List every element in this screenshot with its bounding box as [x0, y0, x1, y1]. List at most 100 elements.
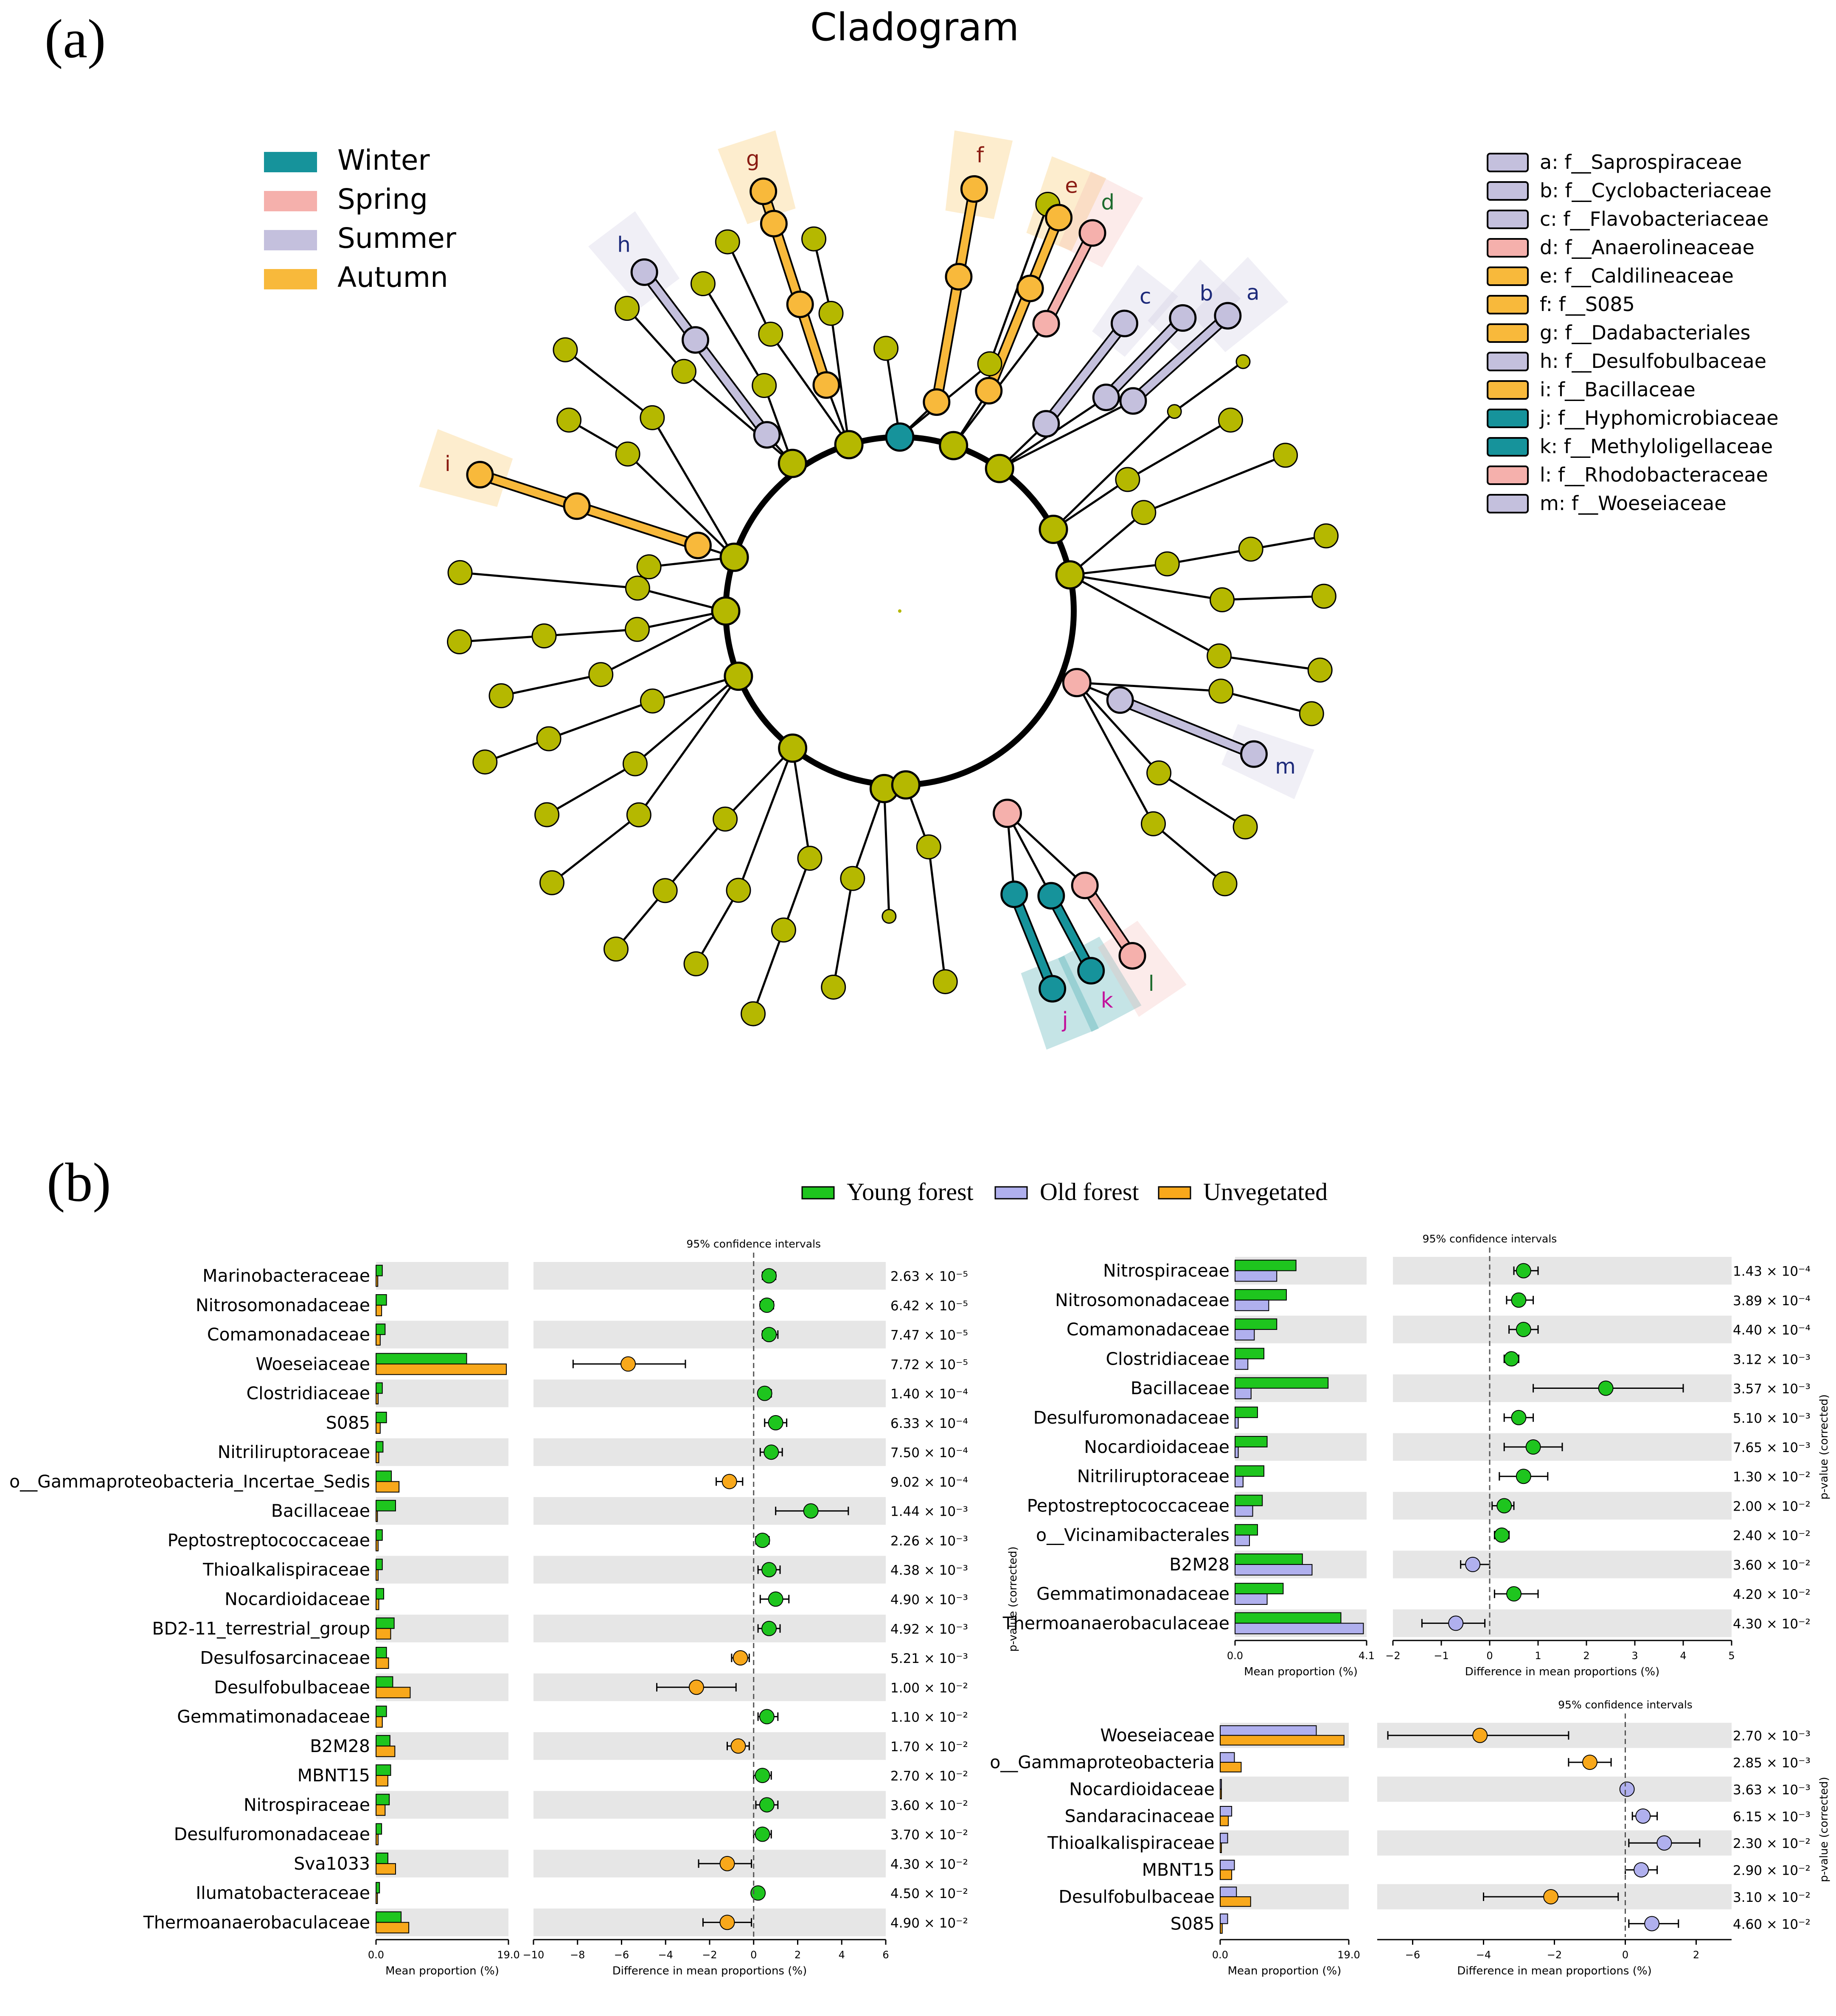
diff-point: [719, 1915, 735, 1930]
row-band-bar: [376, 1262, 508, 1290]
leaf-node: [741, 1001, 766, 1026]
bar-young-forest: [1235, 1612, 1342, 1624]
edge: [551, 814, 640, 884]
leaf-node: [447, 560, 473, 585]
p-value: 4.50 × 10⁻²: [890, 1886, 968, 1901]
diff-tick-label: 2: [1583, 1650, 1589, 1662]
node-j: [1000, 880, 1028, 908]
group-label-old-forest: Old forest: [1040, 1178, 1139, 1206]
season-legend: Winter Spring Summer Autumn: [264, 144, 457, 294]
diff-point: [733, 1650, 748, 1666]
diff-point: [1472, 1727, 1488, 1743]
edge: [1219, 655, 1320, 671]
phylum-node: [724, 662, 753, 691]
edge: [544, 628, 637, 637]
bar-young-forest: [376, 1412, 387, 1423]
p-value: 3.70 × 10⁻²: [890, 1828, 968, 1843]
p-value: 7.65 × 10⁻³: [1733, 1440, 1811, 1455]
row-label: Nocardioidaceae: [1069, 1779, 1215, 1799]
edge: [1221, 690, 1312, 715]
taxa-swatch-e: [1487, 266, 1529, 286]
edge-highlight: [1102, 314, 1187, 401]
bar-young-forest: [1235, 1406, 1258, 1418]
diff-point: [1496, 1498, 1512, 1514]
bar-unvegetated: [376, 1569, 379, 1581]
p-value: 4.40 × 10⁻⁴: [1733, 1323, 1811, 1338]
row-band-bar: [1220, 1776, 1349, 1802]
panel-label-b: (b): [47, 1152, 111, 1213]
bar-old-forest: [1235, 1505, 1253, 1517]
p-value: 5.10 × 10⁻³: [1733, 1411, 1811, 1426]
diff-tick-label: −2: [702, 1949, 717, 1961]
bar-young-forest: [1235, 1377, 1329, 1389]
p-value: 3.60 × 10⁻²: [1733, 1558, 1811, 1573]
edge: [546, 763, 636, 816]
edge-highlight: [954, 185, 978, 281]
edge-highlight: [1010, 890, 1056, 993]
bar-unvegetated: [376, 1481, 400, 1493]
diff-point: [1543, 1889, 1559, 1904]
bar-unvegetated: [376, 1922, 410, 1934]
row-band-diff: [533, 1321, 886, 1349]
edge: [783, 858, 811, 931]
edge: [752, 929, 785, 1014]
bar-old-forest: [1220, 1887, 1237, 1897]
bar-young-forest: [376, 1823, 382, 1835]
bar-old-forest: [1235, 1564, 1313, 1576]
leaf-node: [588, 662, 614, 687]
shade-k: [1058, 937, 1142, 1032]
p-value: 1.70 × 10⁻²: [890, 1739, 968, 1755]
bar-young-forest: [1235, 1465, 1265, 1477]
row-label: Sandaracinaceae: [1065, 1806, 1215, 1826]
leaf-node: [690, 271, 716, 297]
bar-young-forest: [376, 1735, 390, 1747]
edge: [638, 676, 739, 816]
clade-letter-d: d: [1101, 190, 1115, 215]
edge: [1006, 813, 1053, 897]
node-j: [1039, 975, 1067, 1003]
diff-tick-label: −8: [570, 1949, 585, 1961]
leaf-node: [615, 296, 640, 321]
row-label: Nitriliruptoraceae: [218, 1442, 370, 1462]
diff-point: [750, 1885, 766, 1901]
edge: [1222, 595, 1324, 601]
clade-letter-c: c: [1140, 284, 1151, 308]
diff-point: [757, 1385, 772, 1401]
leaf-node: [447, 629, 472, 655]
p-value-axis-label: p-value (corrected): [1007, 1546, 1019, 1651]
edge: [851, 788, 885, 879]
diff-point: [719, 1856, 735, 1871]
bar-tick-label: 0.0: [368, 1949, 384, 1961]
bar-unvegetated: [1220, 1735, 1345, 1746]
season-label-autumn: Autumn: [337, 261, 448, 294]
node-g: [750, 177, 778, 205]
node-g: [760, 210, 788, 238]
leaf-node: [534, 802, 560, 827]
edge: [1070, 574, 1222, 601]
diff-tick-label: 1: [1535, 1650, 1541, 1662]
node-d: [1078, 219, 1106, 247]
row-label: Nitrosomonadaceae: [196, 1295, 370, 1315]
edge-highlight: [1042, 229, 1096, 328]
p-value: 2.70 × 10⁻³: [1733, 1729, 1811, 1744]
taxa-label-c: c: f__Flavobacteriaceae: [1540, 207, 1769, 230]
leaf-node: [1154, 551, 1180, 577]
diff-point: [1506, 1586, 1522, 1602]
row-label: Sva1033: [294, 1853, 370, 1874]
node-g: [786, 290, 814, 318]
bar-unvegetated: [376, 1334, 381, 1346]
leaf-node: [1314, 523, 1339, 549]
node-h: [682, 326, 710, 354]
row-label: S085: [1171, 1913, 1215, 1934]
node-h: [753, 421, 781, 449]
leaf-node: [622, 751, 648, 777]
edge: [769, 334, 850, 446]
row-band-diff: [1393, 1492, 1732, 1520]
shade-d: [1058, 171, 1143, 268]
bar-young-forest: [376, 1382, 383, 1394]
cladogram-title: Cladogram: [810, 5, 1019, 50]
bar-young-forest: [1235, 1524, 1258, 1536]
p-value-axis-label: p-value (corrected): [1818, 1394, 1830, 1500]
bar-old-forest: [1220, 1913, 1228, 1924]
row-label: Bacillaceae: [1131, 1378, 1230, 1399]
